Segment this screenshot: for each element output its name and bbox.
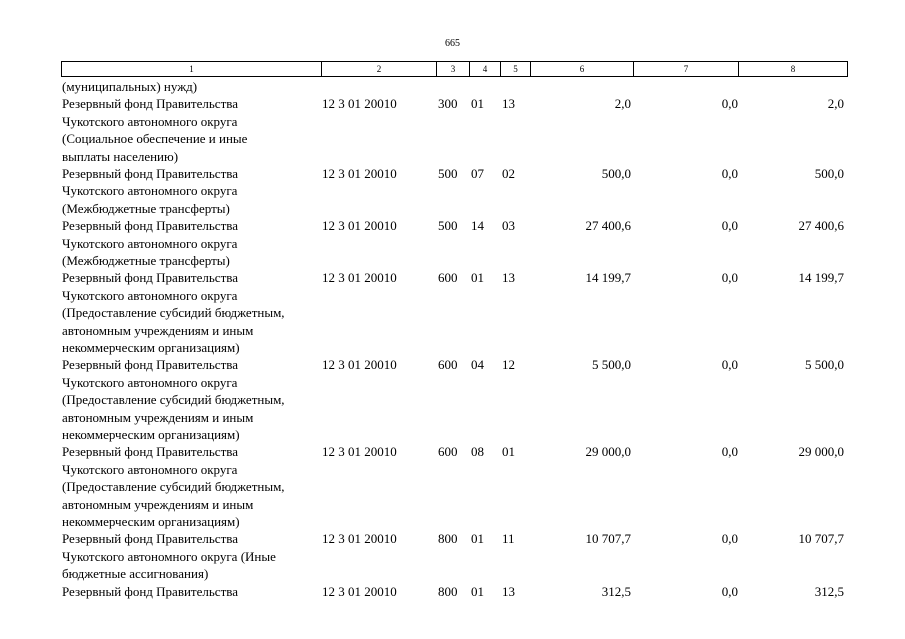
row-col-3: 300	[438, 96, 458, 112]
row-col-5: 11	[502, 531, 515, 547]
row-col-4: 01	[471, 270, 484, 286]
row-name-line: (Предоставление субсидий бюджетным,	[62, 392, 285, 408]
row-col-8: 10 707,7	[798, 531, 845, 547]
row-col-4: 04	[471, 357, 484, 373]
row-name-line: Чукотского автономного округа	[62, 374, 238, 390]
row-name-line: некоммерческим организациям)	[62, 513, 240, 529]
row-name-line: автономным учреждениям и иным	[62, 496, 254, 512]
row-name-line: Чукотского автономного округа	[62, 461, 238, 477]
row-name-line: некоммерческим организациям)	[62, 339, 240, 355]
row-col-7: 0,0	[721, 531, 738, 547]
row-col-4: 14	[471, 218, 484, 234]
row-name-line: Чукотского автономного округа	[62, 287, 238, 303]
row-col-8: 14 199,7	[798, 270, 845, 286]
row-col-7: 0,0	[721, 96, 738, 112]
row-col-7: 0,0	[721, 270, 738, 286]
table-header: 1 2 3 4 5 6 7 8	[61, 61, 848, 77]
row-col-4: 07	[471, 166, 484, 181]
row-name-line: некоммерческим организациям)	[62, 426, 240, 442]
row-col-3: 600	[438, 444, 458, 460]
header-col-3: 3	[437, 62, 470, 76]
header-col-5: 5	[501, 62, 531, 76]
row-col-7: 0,0	[721, 357, 738, 373]
row-name-line: (Межбюджетные трансферты)	[62, 252, 230, 268]
row-col-5: 13	[502, 96, 515, 112]
row-name-line: Резервный фонд Правительства	[62, 357, 238, 373]
row-col-7: 0,0	[721, 218, 738, 234]
row-name-line: (Социальное обеспечение и иные	[62, 131, 248, 147]
row-code: 12 3 01 20010	[322, 96, 397, 112]
row-col-8: 312,5	[814, 583, 844, 599]
row-col-6: 2,0	[614, 96, 631, 112]
continuation-text: (муниципальных) нужд)	[62, 79, 198, 94]
row-name-line: Резервный фонд Правительства	[62, 583, 238, 599]
row-code: 12 3 01 20010	[322, 218, 397, 234]
row-col-6: 27 400,6	[585, 218, 632, 234]
row-code: 12 3 01 20010	[322, 166, 397, 181]
row-col-6: 29 000,0	[585, 444, 632, 460]
row-col-5: 01	[502, 444, 515, 460]
row-name-line: Чукотского автономного округа	[62, 183, 238, 199]
row-col-5: 13	[502, 270, 515, 286]
row-col-3: 500	[438, 218, 458, 234]
row-name-line: Резервный фонд Правительства	[62, 270, 238, 286]
row-col-6: 312,5	[601, 583, 631, 599]
row-col-8: 500,0	[814, 166, 844, 181]
row-name-line: (Предоставление субсидий бюджетным,	[62, 479, 285, 495]
row-col-5: 12	[502, 357, 515, 373]
row-col-3: 600	[438, 270, 458, 286]
row-col-6: 500,0	[601, 166, 631, 181]
row-name-line: (Межбюджетные трансферты)	[62, 200, 230, 216]
row-name-line: Резервный фонд Правительства	[62, 96, 238, 112]
row-col-8: 5 500,0	[805, 357, 844, 373]
row-code: 12 3 01 20010	[322, 357, 397, 373]
row-code: 12 3 01 20010	[322, 270, 397, 286]
row-name-line: автономным учреждениям и иным	[62, 322, 254, 338]
header-col-1: 1	[62, 62, 322, 76]
row-col-6: 14 199,7	[585, 270, 632, 286]
row-col-7: 0,0	[721, 166, 738, 181]
row-name-line: Чукотского автономного округа	[62, 235, 238, 251]
header-col-4: 4	[470, 62, 501, 76]
row-name-line: Чукотского автономного округа	[62, 113, 238, 129]
row-col-3: 600	[438, 357, 458, 373]
row-col-5: 02	[502, 166, 515, 181]
row-name-line: бюджетные ассигнования)	[62, 566, 209, 582]
row-col-4: 01	[471, 583, 484, 599]
row-col-8: 2,0	[827, 96, 844, 112]
row-col-3: 500	[438, 166, 458, 181]
row-col-3: 800	[438, 531, 458, 547]
row-name-line: Резервный фонд Правительства	[62, 218, 238, 234]
row-col-8: 27 400,6	[798, 218, 845, 234]
row-col-3: 800	[438, 583, 458, 599]
row-code: 12 3 01 20010	[322, 583, 397, 599]
page-number: 665	[445, 38, 460, 49]
row-code: 12 3 01 20010	[322, 444, 397, 460]
row-code: 12 3 01 20010	[322, 531, 397, 547]
row-col-4: 08	[471, 444, 484, 460]
row-name-line: выплаты населению)	[62, 148, 179, 164]
row-name-line: Чукотского автономного округа (Иные	[62, 548, 276, 564]
header-col-2: 2	[322, 62, 437, 76]
row-col-5: 03	[502, 218, 515, 234]
row-col-4: 01	[471, 531, 484, 547]
row-col-6: 10 707,7	[585, 531, 632, 547]
header-col-8: 8	[739, 62, 848, 76]
row-col-7: 0,0	[721, 583, 738, 599]
row-name-line: автономным учреждениям и иным	[62, 409, 254, 425]
row-col-7: 0,0	[721, 444, 738, 460]
row-name-line: Резервный фонд Правительства	[62, 531, 238, 547]
row-col-4: 01	[471, 96, 484, 112]
header-col-6: 6	[531, 62, 634, 76]
header-col-7: 7	[634, 62, 739, 76]
row-col-6: 5 500,0	[592, 357, 631, 373]
row-col-8: 29 000,0	[798, 444, 845, 460]
row-col-5: 13	[502, 583, 515, 599]
row-name-line: (Предоставление субсидий бюджетным,	[62, 305, 285, 321]
row-name-line: Резервный фонд Правительства	[62, 166, 238, 181]
row-name-line: Резервный фонд Правительства	[62, 444, 238, 460]
